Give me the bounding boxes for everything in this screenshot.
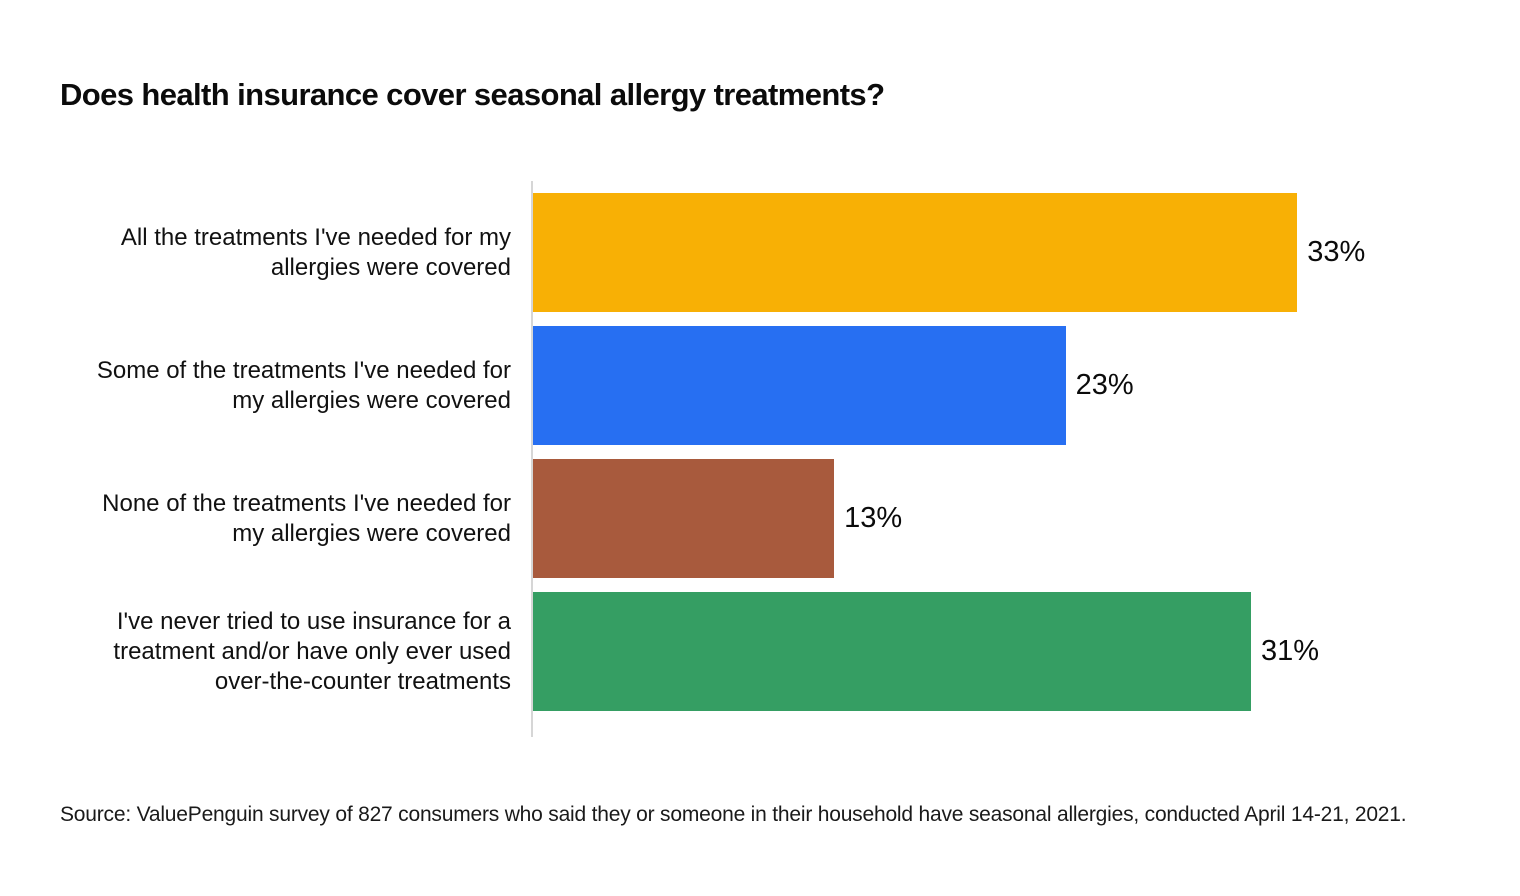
- chart-title: Does health insurance cover seasonal all…: [60, 77, 885, 112]
- bar: [533, 193, 1298, 312]
- bar-chart: All the treatments I've needed for my all…: [60, 181, 1460, 737]
- value-label: 33%: [1307, 236, 1366, 268]
- plot-area: 13%: [533, 459, 902, 578]
- bar: [533, 326, 1066, 445]
- value-label: 31%: [1260, 635, 1319, 667]
- chart-rows: All the treatments I've needed for my all…: [60, 193, 1365, 711]
- plot-area: 33%: [533, 193, 1365, 312]
- value-label: 23%: [1075, 369, 1134, 401]
- y-axis-line: [531, 181, 533, 737]
- category-label: None of the treatments I've needed for my…: [102, 489, 511, 547]
- chart-row: Some of the treatments I've needed for my…: [60, 326, 1365, 445]
- bar: [533, 459, 835, 578]
- chart-row: All the treatments I've needed for my all…: [60, 193, 1365, 312]
- chart-row: None of the treatments I've needed for my…: [60, 459, 1365, 578]
- source-note: Source: ValuePenguin survey of 827 consu…: [60, 803, 1407, 826]
- plot-area: 23%: [533, 326, 1134, 445]
- value-label: 13%: [844, 502, 903, 534]
- bar: [533, 592, 1251, 711]
- plot-area: 31%: [533, 592, 1319, 711]
- category-label: Some of the treatments I've needed for my…: [96, 356, 511, 414]
- category-label: All the treatments I've needed for my all…: [120, 223, 511, 281]
